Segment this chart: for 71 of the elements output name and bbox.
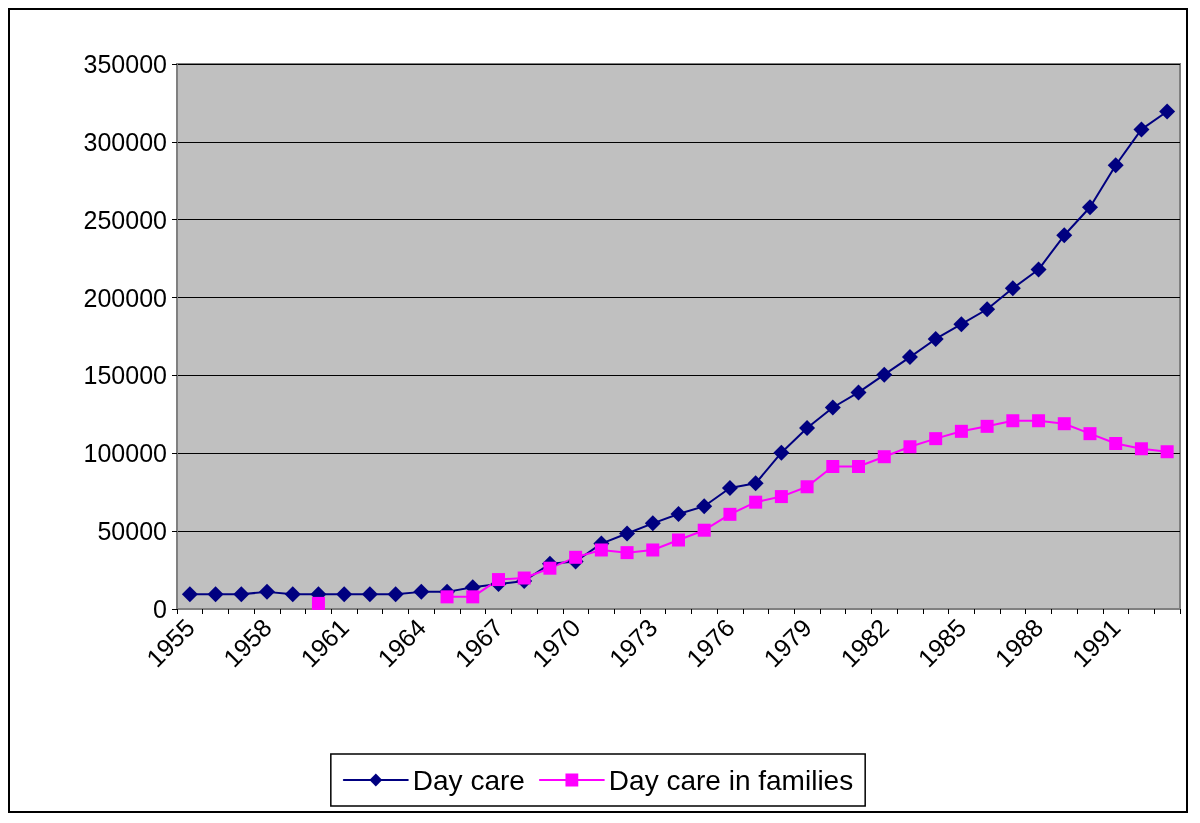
point <box>619 525 636 542</box>
point <box>980 419 994 433</box>
point <box>696 498 713 515</box>
point <box>1107 157 1124 174</box>
point <box>284 586 301 603</box>
point <box>491 573 505 587</box>
point <box>876 366 893 383</box>
point <box>850 384 867 401</box>
point <box>749 495 763 509</box>
point <box>903 440 917 454</box>
point <box>620 546 634 560</box>
point <box>953 316 970 333</box>
point <box>1056 227 1073 244</box>
y-tick-label: 350000 <box>83 50 167 78</box>
point <box>799 420 816 437</box>
point <box>1109 436 1123 450</box>
point <box>361 586 378 603</box>
point <box>1083 427 1097 441</box>
point <box>646 543 660 557</box>
point <box>954 424 968 438</box>
legend-label: Day care <box>412 764 525 796</box>
point <box>901 349 918 366</box>
point <box>644 515 661 532</box>
point <box>1032 414 1046 428</box>
y-tick-label: 200000 <box>83 283 167 312</box>
point <box>672 533 685 547</box>
point <box>774 490 788 504</box>
point <box>311 596 325 610</box>
point <box>336 586 353 603</box>
point <box>1006 414 1020 428</box>
point <box>233 586 250 603</box>
point <box>826 460 840 474</box>
point <box>824 399 841 416</box>
point <box>440 590 454 604</box>
y-tick-label: 150000 <box>83 361 167 390</box>
point <box>413 583 430 600</box>
point <box>259 583 276 600</box>
point <box>1004 280 1021 297</box>
point <box>387 586 404 603</box>
point <box>569 550 583 564</box>
point <box>594 543 608 557</box>
y-tick-label: 100000 <box>83 439 167 468</box>
point <box>1159 103 1176 120</box>
point <box>773 444 790 461</box>
point <box>877 450 891 464</box>
point <box>1134 442 1148 456</box>
point <box>697 523 711 537</box>
point <box>1160 445 1174 459</box>
y-tick-label: 250000 <box>83 205 167 234</box>
point <box>1030 261 1047 278</box>
point <box>747 475 764 492</box>
point <box>852 460 866 474</box>
point <box>723 507 737 521</box>
point <box>1081 199 1098 216</box>
legend-label: Day care in families <box>608 764 854 796</box>
point <box>979 301 996 318</box>
y-tick-label: 0 <box>153 595 167 623</box>
point <box>466 590 480 604</box>
point <box>1133 121 1150 138</box>
point <box>543 561 557 575</box>
point <box>800 480 814 494</box>
point <box>670 506 687 523</box>
point <box>1057 417 1071 431</box>
point <box>181 586 198 603</box>
point <box>721 480 738 497</box>
point <box>517 571 531 585</box>
y-tick-label: 50000 <box>97 517 167 546</box>
point <box>207 586 224 603</box>
y-tick-label: 300000 <box>83 127 167 156</box>
point <box>927 330 944 347</box>
point <box>929 432 943 446</box>
